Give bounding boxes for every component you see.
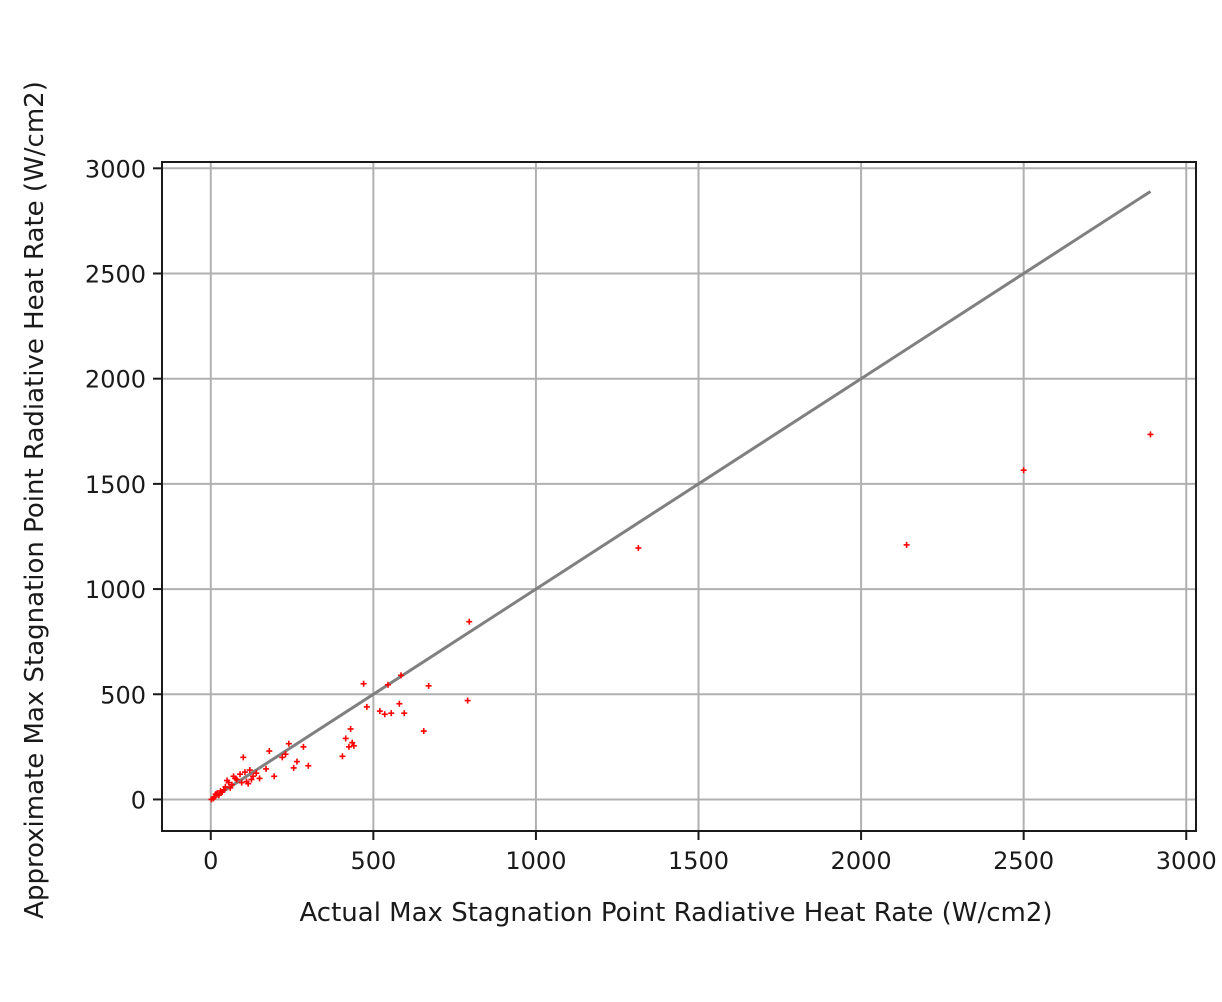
x-axis-label: Actual Max Stagnation Point Radiative He… xyxy=(299,898,1052,928)
data-point xyxy=(263,765,270,772)
data-point xyxy=(903,541,910,548)
x-tick-label: 1500 xyxy=(668,847,729,875)
data-point xyxy=(233,776,240,783)
data-point xyxy=(1147,431,1154,438)
y-tick-label: 2000 xyxy=(85,366,146,394)
data-point xyxy=(396,700,403,707)
data-point xyxy=(305,762,312,769)
data-point xyxy=(220,786,227,793)
data-point xyxy=(342,735,349,742)
data-point xyxy=(222,783,229,790)
data-point xyxy=(347,725,354,732)
data-point xyxy=(349,739,356,746)
data-point xyxy=(253,770,260,777)
y-tick-label: 1500 xyxy=(85,471,146,499)
reference-line xyxy=(209,190,1152,801)
data-point xyxy=(464,697,471,704)
data-point xyxy=(238,779,245,786)
grid-lines xyxy=(162,162,1196,831)
data-point xyxy=(256,775,263,782)
data-point xyxy=(237,771,244,778)
data-point xyxy=(215,792,222,799)
x-tick-label: 500 xyxy=(350,847,396,875)
data-point xyxy=(285,740,292,747)
data-point xyxy=(1020,467,1027,474)
data-point xyxy=(293,758,300,765)
data-point xyxy=(360,680,367,687)
y-tick-label: 1000 xyxy=(85,576,146,604)
data-point xyxy=(425,682,432,689)
data-point xyxy=(279,754,286,761)
data-point xyxy=(363,703,370,710)
data-point xyxy=(397,672,404,679)
data-point xyxy=(228,781,235,788)
data-point xyxy=(245,780,252,787)
data-points xyxy=(208,431,1154,803)
data-point xyxy=(290,764,297,771)
x-tick-label: 2000 xyxy=(831,847,892,875)
x-tick-label: 2500 xyxy=(993,847,1054,875)
data-point xyxy=(384,681,391,688)
x-tick-label: 1000 xyxy=(505,847,566,875)
reference-line-group xyxy=(209,190,1152,801)
data-point xyxy=(466,618,473,625)
y-tick-label: 0 xyxy=(131,786,146,814)
data-point xyxy=(248,776,255,783)
data-point xyxy=(345,743,352,750)
data-point xyxy=(339,753,346,760)
y-tick-label: 500 xyxy=(100,681,146,709)
data-point xyxy=(250,773,257,780)
axis-ticks: 0 500 1000 1500 2000 2500 3000 0 500 1000 1500 2000… xyxy=(85,155,1217,875)
data-point xyxy=(300,743,307,750)
data-point xyxy=(420,728,427,735)
data-point xyxy=(227,784,234,791)
data-point xyxy=(240,754,247,761)
data-point xyxy=(350,742,357,749)
data-point xyxy=(241,769,248,776)
data-point xyxy=(376,708,383,715)
y-tick-label: 3000 xyxy=(85,155,146,183)
y-tick-label: 2500 xyxy=(85,261,146,289)
data-point xyxy=(246,766,253,773)
data-point xyxy=(381,711,388,718)
data-point xyxy=(266,748,273,755)
data-point xyxy=(635,545,642,552)
data-point xyxy=(388,710,395,717)
y-axis-label: Approximate Max Stagnation Point Radiati… xyxy=(20,81,50,919)
data-point xyxy=(401,710,408,717)
plot-frame xyxy=(161,161,1197,832)
data-point xyxy=(282,751,289,758)
x-tick-label: 3000 xyxy=(1156,847,1217,875)
data-point xyxy=(225,779,232,786)
x-tick-label: 0 xyxy=(203,847,218,875)
data-point xyxy=(271,773,278,780)
